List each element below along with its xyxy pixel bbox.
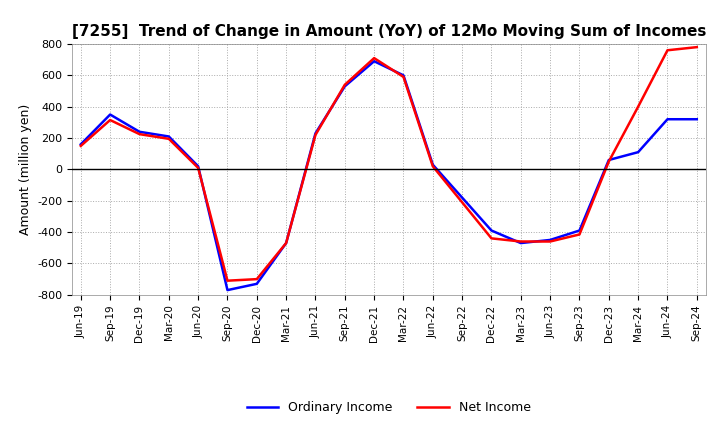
- Net Income: [311, 132, 320, 138]
- Net Income: [458, 200, 467, 205]
- Ordinary Income: [164, 134, 173, 139]
- Ordinary Income: [487, 228, 496, 233]
- Net Income: [693, 44, 701, 50]
- Ordinary Income: [605, 158, 613, 163]
- Ordinary Income: [399, 73, 408, 78]
- Net Income: [341, 82, 349, 88]
- Ordinary Income: [663, 117, 672, 122]
- Net Income: [546, 239, 554, 244]
- Net Income: [487, 236, 496, 241]
- Net Income: [76, 143, 85, 149]
- Net Income: [428, 164, 437, 169]
- Title: [7255]  Trend of Change in Amount (YoY) of 12Mo Moving Sum of Incomes: [7255] Trend of Change in Amount (YoY) o…: [71, 24, 706, 39]
- Ordinary Income: [76, 142, 85, 147]
- Net Income: [164, 136, 173, 142]
- Net Income: [399, 74, 408, 80]
- Net Income: [106, 117, 114, 123]
- Net Income: [253, 276, 261, 282]
- Ordinary Income: [282, 240, 290, 246]
- Net Income: [370, 55, 379, 61]
- Net Income: [194, 165, 202, 170]
- Ordinary Income: [693, 117, 701, 122]
- Ordinary Income: [341, 84, 349, 89]
- Ordinary Income: [194, 164, 202, 169]
- Net Income: [516, 239, 525, 244]
- Net Income: [605, 159, 613, 164]
- Ordinary Income: [311, 131, 320, 136]
- Ordinary Income: [428, 162, 437, 167]
- Net Income: [663, 48, 672, 53]
- Ordinary Income: [253, 281, 261, 286]
- Net Income: [223, 278, 232, 283]
- Net Income: [634, 104, 642, 109]
- Ordinary Income: [106, 112, 114, 117]
- Ordinary Income: [634, 150, 642, 155]
- Line: Ordinary Income: Ordinary Income: [81, 61, 697, 290]
- Ordinary Income: [458, 195, 467, 200]
- Ordinary Income: [370, 59, 379, 64]
- Net Income: [135, 132, 144, 137]
- Legend: Ordinary Income, Net Income: Ordinary Income, Net Income: [242, 396, 536, 419]
- Ordinary Income: [223, 287, 232, 293]
- Y-axis label: Amount (million yen): Amount (million yen): [19, 104, 32, 235]
- Net Income: [282, 240, 290, 246]
- Ordinary Income: [135, 129, 144, 135]
- Ordinary Income: [546, 237, 554, 242]
- Net Income: [575, 232, 584, 237]
- Line: Net Income: Net Income: [81, 47, 697, 281]
- Ordinary Income: [516, 240, 525, 246]
- Ordinary Income: [575, 228, 584, 233]
